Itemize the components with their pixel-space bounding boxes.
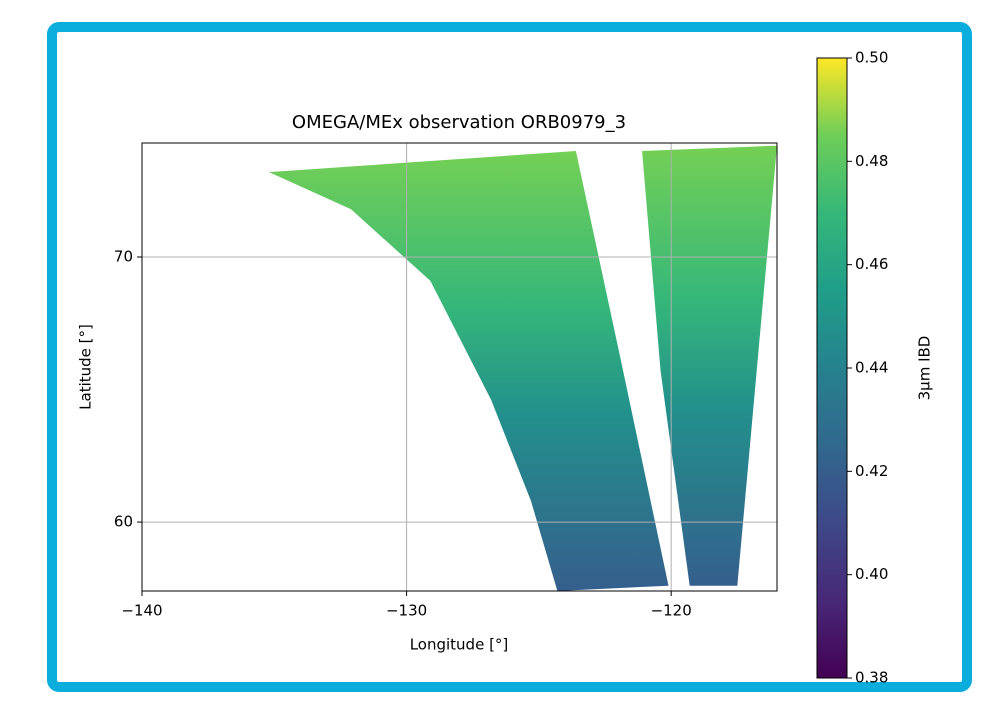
colorbar-tick-label: 0.50 [855,49,888,67]
swath [269,150,669,591]
x-tick-label: −120 [651,602,692,620]
colorbar-tick-label: 0.38 [855,669,888,687]
y-tick-label: 70 [114,247,133,265]
colorbar-label: 3μm IBD [916,336,934,401]
colorbar-tick-label: 0.48 [855,152,888,170]
colorbar-tick-label: 0.44 [855,359,888,377]
colorbar-tick-label: 0.42 [855,462,888,480]
colorbar-tick-label: 0.46 [855,255,888,273]
colorbar [816,57,848,679]
x-tick-label: −130 [386,602,427,620]
x-tick-label: −140 [121,602,162,620]
chart-title: OMEGA/MEx observation ORB0979_3 [292,112,626,133]
x-axis-label: Longitude [°] [410,636,509,654]
y-axis-label: Latitude [°] [77,324,95,410]
swath [642,145,777,586]
colorbar-tick-label: 0.40 [855,565,888,583]
y-tick-label: 60 [114,513,133,531]
plot-frame [141,142,778,592]
